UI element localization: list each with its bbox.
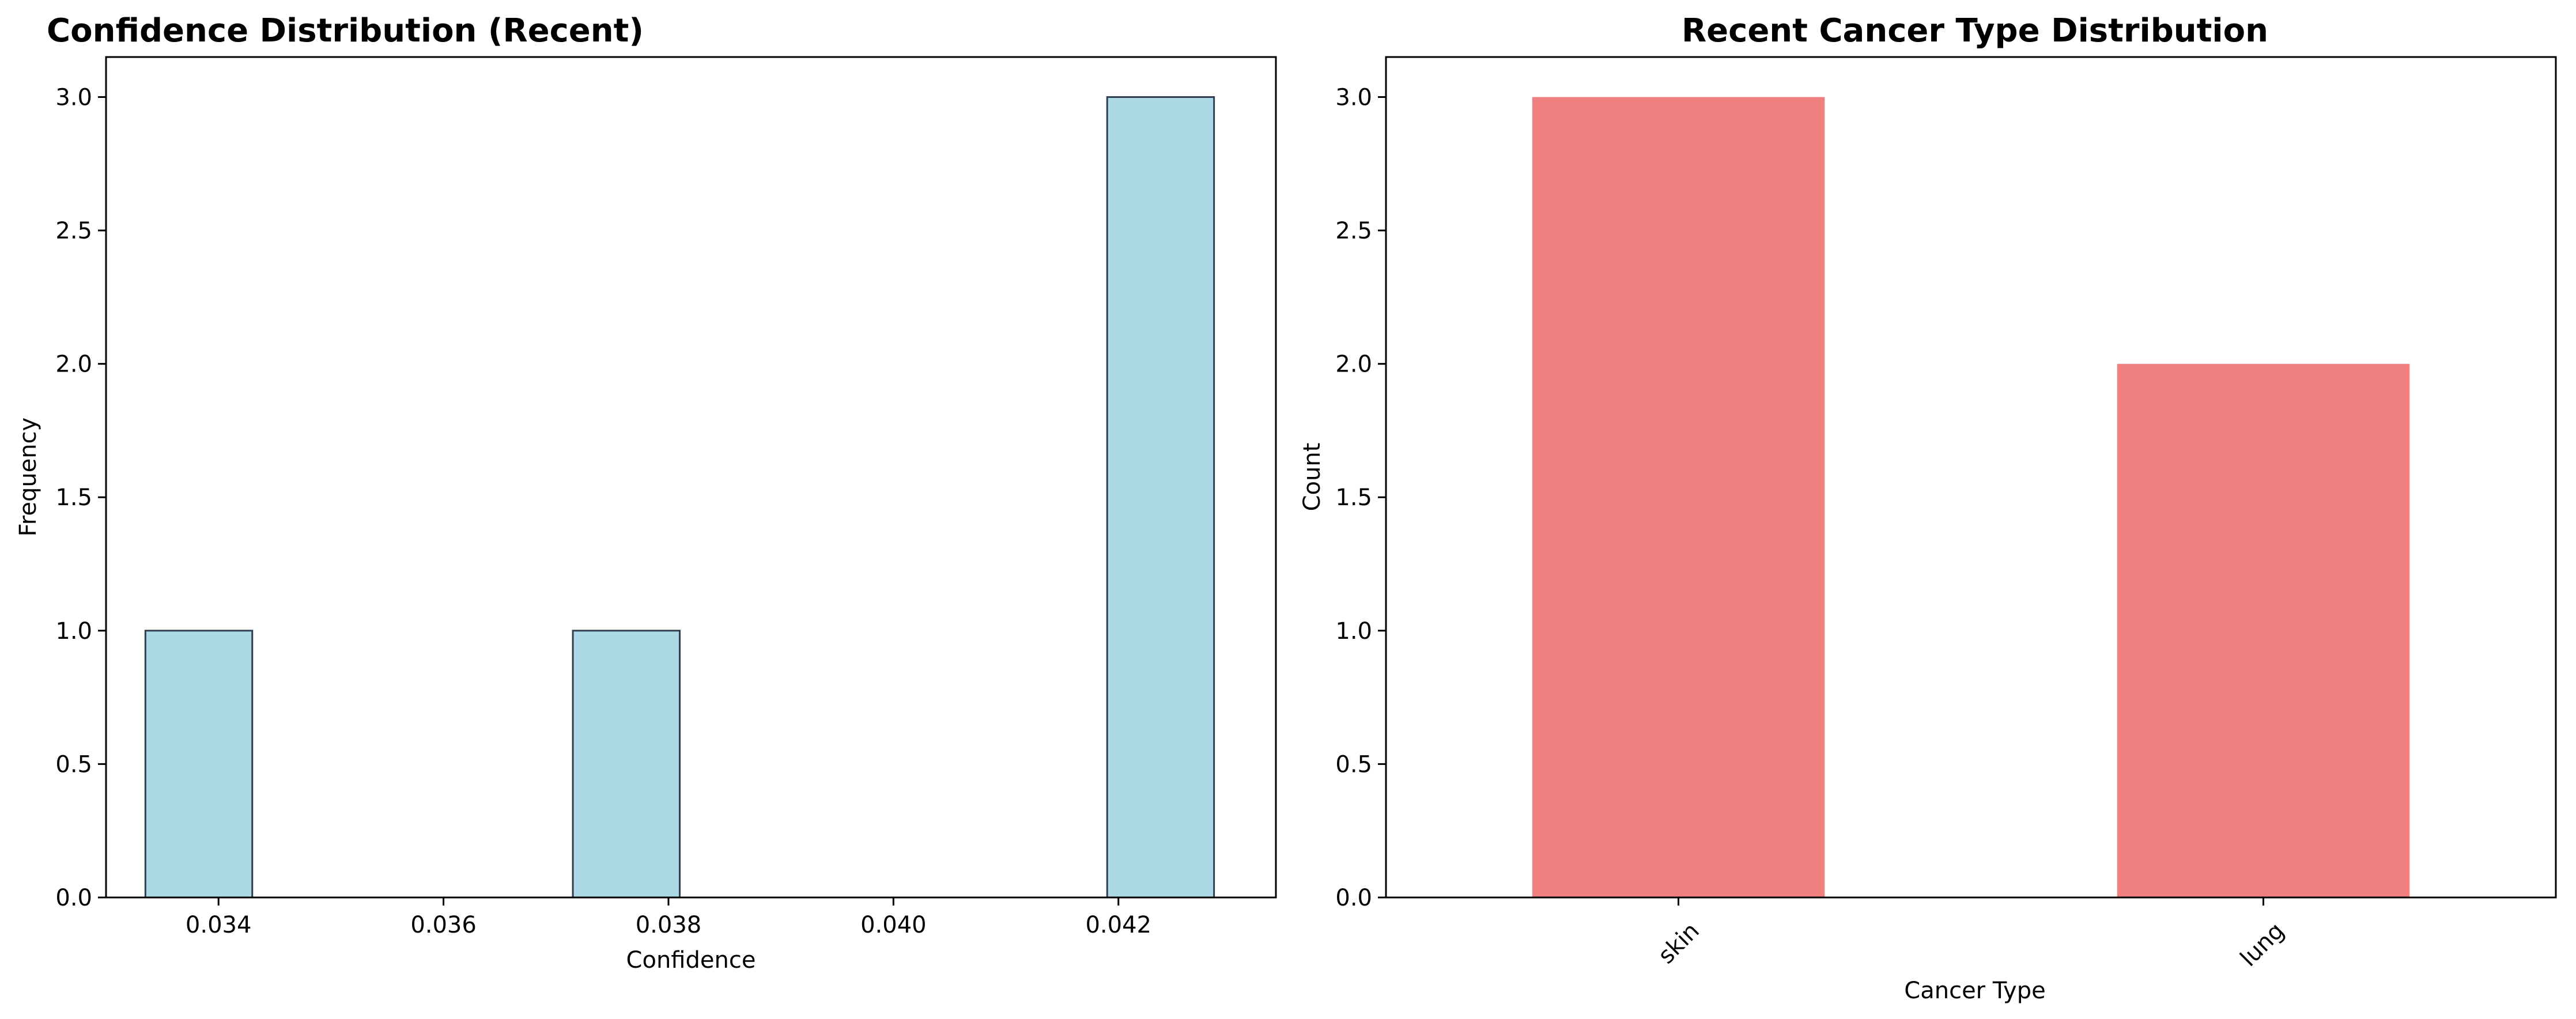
y-tick-label: 3.0 [1335,84,1372,111]
y-tick-label: 1.0 [1335,618,1372,645]
y-tick-label: 2.5 [1335,218,1372,244]
cancer-type-bar-chart: Recent Cancer Type Distribution skin lung… [1299,12,2557,1004]
x-tick-label: skin [1653,918,1705,969]
y-tick-label: 0.0 [55,885,92,911]
y-axis-ticks: 0.0 0.5 1.0 1.5 2.0 2.5 3.0 [55,84,106,911]
x-tick-label: 0.042 [1085,912,1151,938]
confidence-histogram-chart: Confidence Distribution (Recent) 0.034 0.… [15,12,1277,973]
x-axis-label: Confidence [626,947,756,973]
x-tick-label: 0.040 [860,912,927,938]
chart-title: Recent Cancer Type Distribution [1682,12,2268,50]
category-bars [1532,97,2410,897]
x-tick-label: 0.038 [636,912,702,938]
y-tick-label: 1.0 [55,618,92,645]
y-axis-ticks: 0.0 0.5 1.0 1.5 2.0 2.5 3.0 [1335,84,1386,911]
bar-lung [2117,363,2410,897]
y-tick-label: 3.0 [55,84,92,111]
y-axis-label: Count [1299,443,1325,512]
x-axis-label: Cancer Type [1904,978,2045,1004]
y-tick-label: 0.5 [1335,751,1372,778]
histogram-bar [1106,96,1215,899]
x-tick-label: 0.034 [186,912,252,938]
x-axis-ticks: 0.034 0.036 0.038 0.040 0.042 [186,897,1151,938]
y-tick-label: 2.5 [55,218,92,244]
histogram-bar [572,630,681,899]
x-axis-ticks: skin lung [1653,897,2290,972]
x-tick-label: 0.036 [410,912,477,938]
x-tick-label: lung [2235,918,2290,972]
y-tick-label: 2.0 [1335,351,1372,378]
y-tick-label: 0.0 [1335,885,1372,911]
bar-skin [1532,97,1825,897]
y-tick-label: 2.0 [55,351,92,378]
y-tick-label: 1.5 [55,484,92,511]
y-tick-label: 0.5 [55,751,92,778]
histogram-bar [144,630,254,899]
chart-title: Confidence Distribution (Recent) [47,12,644,50]
y-axis-label: Frequency [15,418,41,537]
histogram-bars [144,96,1215,899]
plot-frame [1385,56,2557,899]
plot-frame [105,56,1277,899]
y-tick-label: 1.5 [1335,484,1372,511]
